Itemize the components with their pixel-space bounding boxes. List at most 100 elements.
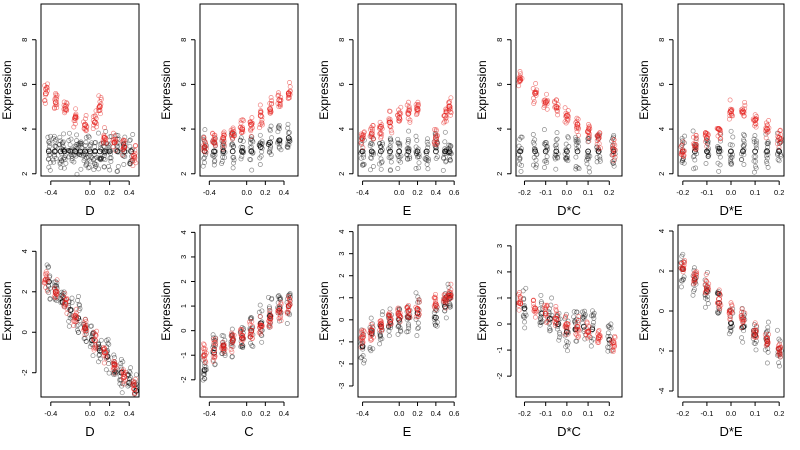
data-point xyxy=(581,326,587,332)
data-point xyxy=(740,339,746,345)
data-point xyxy=(82,146,88,152)
data-point xyxy=(703,139,709,145)
data-point xyxy=(425,136,430,142)
data-point xyxy=(530,162,536,168)
data-point xyxy=(287,84,293,90)
data-point xyxy=(72,115,79,121)
data-point xyxy=(404,305,410,311)
data-point xyxy=(257,122,263,128)
data-point xyxy=(100,156,106,162)
data-point xyxy=(46,164,52,170)
data-point xyxy=(257,110,263,116)
data-point xyxy=(523,312,529,318)
data-point xyxy=(128,375,134,381)
data-point xyxy=(378,130,384,136)
data-point xyxy=(753,121,759,127)
data-point xyxy=(238,135,244,141)
data-point xyxy=(565,331,571,337)
data-point xyxy=(118,360,124,366)
data-point xyxy=(542,142,548,147)
data-point xyxy=(256,330,262,336)
data-point xyxy=(360,161,366,167)
data-point xyxy=(43,274,49,279)
data-point xyxy=(83,338,89,344)
data-point xyxy=(82,335,88,341)
x-tick-label: 0.4 xyxy=(279,188,289,197)
data-point xyxy=(53,283,58,289)
data-point xyxy=(64,310,70,316)
data-point xyxy=(405,329,411,334)
data-point xyxy=(718,135,724,141)
data-point xyxy=(231,154,237,160)
data-point xyxy=(751,139,757,145)
data-point xyxy=(433,156,439,161)
data-point xyxy=(130,156,136,162)
data-point xyxy=(407,117,413,123)
data-point xyxy=(519,162,525,168)
data-point xyxy=(517,156,523,162)
data-point xyxy=(716,145,722,151)
data-point xyxy=(765,324,771,330)
data-point xyxy=(396,148,403,155)
data-point xyxy=(387,143,393,149)
data-point xyxy=(433,306,439,312)
data-point xyxy=(229,334,234,340)
data-point xyxy=(728,156,734,162)
data-point xyxy=(229,332,235,338)
data-point xyxy=(544,91,549,97)
data-point xyxy=(396,107,402,113)
data-point xyxy=(47,296,53,302)
data-point xyxy=(395,140,401,146)
data-point xyxy=(202,127,208,133)
data-point xyxy=(573,142,579,148)
data-point xyxy=(716,126,722,132)
data-point xyxy=(76,293,81,299)
data-point xyxy=(57,156,63,162)
x-tick-label: 0.2 xyxy=(412,188,422,197)
data-point xyxy=(376,125,382,131)
data-point xyxy=(442,308,448,314)
data-point xyxy=(584,319,590,325)
data-point xyxy=(595,334,602,340)
data-point xyxy=(516,307,522,313)
data-point xyxy=(531,155,537,160)
data-point xyxy=(94,328,100,334)
data-point xyxy=(565,108,571,114)
data-point xyxy=(71,147,77,153)
data-point xyxy=(752,320,758,326)
data-point xyxy=(285,121,291,127)
data-point xyxy=(565,318,571,324)
data-point xyxy=(691,166,697,172)
data-point xyxy=(573,331,579,337)
data-point xyxy=(96,352,102,357)
data-point xyxy=(250,344,256,349)
x-tick-label: -0.2 xyxy=(518,409,531,418)
data-point xyxy=(680,139,686,145)
data-point xyxy=(404,329,410,335)
data-point xyxy=(368,155,374,161)
data-point xyxy=(93,162,99,168)
data-point xyxy=(221,129,227,135)
data-point xyxy=(46,264,52,270)
data-point xyxy=(91,337,96,342)
data-point xyxy=(387,119,393,126)
data-point xyxy=(425,158,431,164)
data-point xyxy=(564,321,570,327)
data-point xyxy=(406,323,411,329)
data-point xyxy=(522,319,527,325)
data-point xyxy=(91,330,97,336)
data-point xyxy=(98,156,104,162)
data-point xyxy=(54,286,60,291)
data-point xyxy=(777,338,783,344)
data-point xyxy=(406,128,412,134)
data-point xyxy=(84,123,90,129)
data-point xyxy=(212,152,218,158)
data-point xyxy=(448,143,454,149)
data-point xyxy=(727,97,733,103)
data-point xyxy=(52,283,57,289)
data-point xyxy=(257,125,262,131)
data-point xyxy=(77,150,82,156)
data-point xyxy=(557,316,563,322)
data-point xyxy=(248,340,253,346)
